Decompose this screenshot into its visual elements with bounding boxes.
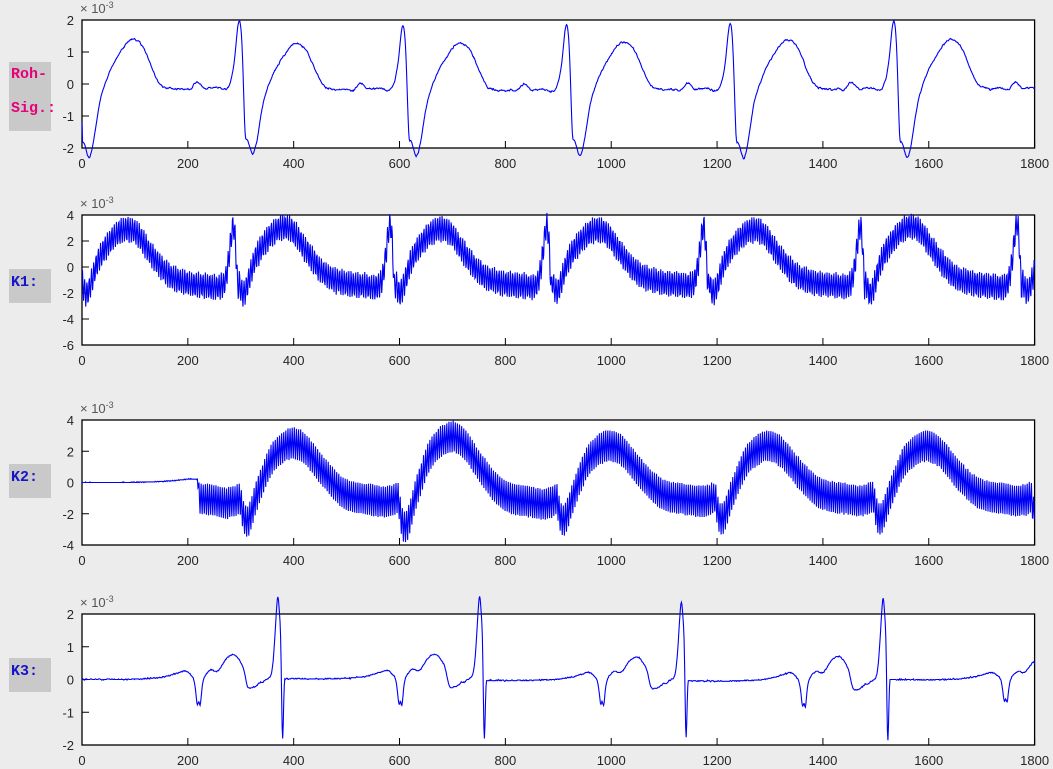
svg-text:1600: 1600 <box>914 156 943 171</box>
svg-text:1: 1 <box>67 45 74 60</box>
svg-text:-2: -2 <box>62 738 74 753</box>
svg-text:-1: -1 <box>62 705 74 720</box>
svg-text:-4: -4 <box>62 312 74 327</box>
svg-text:0: 0 <box>78 753 85 768</box>
svg-text:1400: 1400 <box>808 553 837 568</box>
svg-text:1600: 1600 <box>914 353 943 368</box>
svg-text:1600: 1600 <box>914 753 943 768</box>
svg-text:800: 800 <box>495 156 517 171</box>
svg-text:1000: 1000 <box>597 156 626 171</box>
svg-text:-6: -6 <box>62 338 74 353</box>
svg-text:0: 0 <box>78 156 85 171</box>
svg-text:1800: 1800 <box>1020 156 1049 171</box>
svg-text:1800: 1800 <box>1020 353 1049 368</box>
svg-text:0: 0 <box>67 476 74 491</box>
svg-text:1200: 1200 <box>703 353 732 368</box>
svg-text:-2: -2 <box>62 141 74 156</box>
svg-text:1400: 1400 <box>808 156 837 171</box>
svg-text:800: 800 <box>495 753 517 768</box>
svg-text:× 10-3: × 10-3 <box>80 195 114 211</box>
svg-text:0: 0 <box>78 553 85 568</box>
svg-text:1000: 1000 <box>597 553 626 568</box>
svg-text:× 10-3: × 10-3 <box>80 594 114 610</box>
svg-text:200: 200 <box>177 753 199 768</box>
svg-text:400: 400 <box>283 156 305 171</box>
svg-text:200: 200 <box>177 553 199 568</box>
svg-text:4: 4 <box>67 413 74 428</box>
svg-text:600: 600 <box>389 553 411 568</box>
svg-text:× 10-3: × 10-3 <box>80 0 114 16</box>
svg-text:2: 2 <box>67 444 74 459</box>
svg-text:-2: -2 <box>62 286 74 301</box>
svg-text:200: 200 <box>177 156 199 171</box>
svg-text:0: 0 <box>67 673 74 688</box>
svg-text:1400: 1400 <box>808 753 837 768</box>
svg-text:2: 2 <box>67 234 74 249</box>
svg-text:1200: 1200 <box>703 156 732 171</box>
svg-text:600: 600 <box>389 156 411 171</box>
svg-text:600: 600 <box>389 753 411 768</box>
svg-text:400: 400 <box>283 753 305 768</box>
svg-text:800: 800 <box>495 353 517 368</box>
svg-text:-4: -4 <box>62 538 74 553</box>
svg-text:1800: 1800 <box>1020 553 1049 568</box>
svg-text:1200: 1200 <box>703 753 732 768</box>
svg-text:4: 4 <box>67 208 74 223</box>
svg-text:800: 800 <box>495 553 517 568</box>
svg-text:× 10-3: × 10-3 <box>80 400 114 416</box>
svg-text:600: 600 <box>389 353 411 368</box>
svg-text:0: 0 <box>67 260 74 275</box>
svg-text:2: 2 <box>67 607 74 622</box>
svg-text:-1: -1 <box>62 109 74 124</box>
svg-text:400: 400 <box>283 553 305 568</box>
svg-text:1200: 1200 <box>703 553 732 568</box>
svg-text:200: 200 <box>177 353 199 368</box>
svg-text:1000: 1000 <box>597 353 626 368</box>
svg-text:1800: 1800 <box>1020 753 1049 768</box>
svg-text:400: 400 <box>283 353 305 368</box>
svg-text:0: 0 <box>67 77 74 92</box>
svg-text:1600: 1600 <box>914 553 943 568</box>
svg-text:1: 1 <box>67 640 74 655</box>
svg-text:1000: 1000 <box>597 753 626 768</box>
svg-text:-2: -2 <box>62 507 74 522</box>
svg-text:1400: 1400 <box>808 353 837 368</box>
svg-text:0: 0 <box>78 353 85 368</box>
svg-text:2: 2 <box>67 13 74 28</box>
